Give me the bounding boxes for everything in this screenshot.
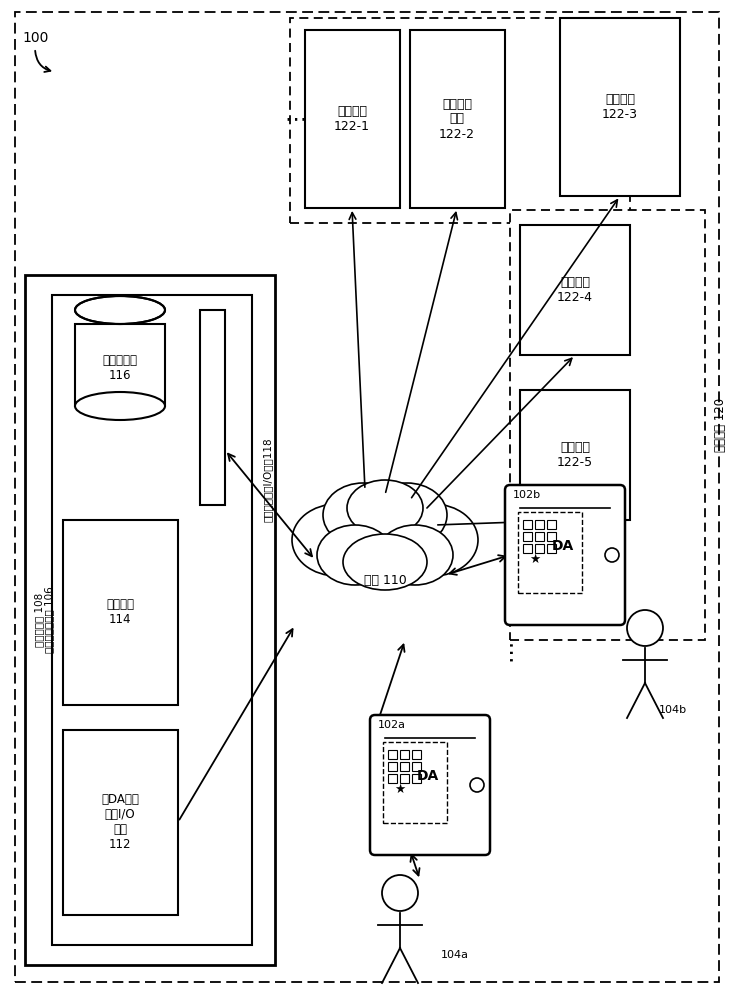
Ellipse shape bbox=[75, 296, 165, 324]
Text: 消息发送
服务
122-2: 消息发送 服务 122-2 bbox=[439, 98, 475, 140]
FancyBboxPatch shape bbox=[370, 715, 490, 855]
Bar bbox=[518, 512, 582, 593]
Text: 102a: 102a bbox=[378, 720, 406, 730]
Text: DA: DA bbox=[551, 539, 574, 553]
Circle shape bbox=[470, 778, 484, 792]
Text: 服务器系统 108: 服务器系统 108 bbox=[34, 593, 44, 647]
Text: ⋯: ⋯ bbox=[500, 639, 520, 661]
Ellipse shape bbox=[323, 483, 403, 547]
Bar bbox=[523, 520, 532, 529]
Bar bbox=[63, 520, 178, 705]
Bar bbox=[520, 225, 630, 355]
Text: 至外部服务的I/O接口118: 至外部服务的I/O接口118 bbox=[263, 438, 273, 522]
Bar bbox=[412, 762, 421, 771]
Circle shape bbox=[627, 610, 663, 646]
Bar bbox=[383, 742, 447, 823]
Bar bbox=[547, 544, 556, 553]
Bar bbox=[388, 762, 397, 771]
Bar bbox=[547, 520, 556, 529]
Text: 100: 100 bbox=[22, 31, 48, 45]
Circle shape bbox=[605, 548, 619, 562]
Bar bbox=[535, 520, 544, 529]
Bar bbox=[523, 532, 532, 541]
Bar bbox=[305, 30, 400, 208]
Bar bbox=[63, 730, 178, 915]
Bar bbox=[535, 544, 544, 553]
Bar bbox=[412, 774, 421, 783]
Text: 日历服务
122-4: 日历服务 122-4 bbox=[557, 276, 593, 304]
Text: ★: ★ bbox=[395, 782, 406, 796]
Ellipse shape bbox=[330, 488, 440, 572]
Text: 电话服务
122-5: 电话服务 122-5 bbox=[557, 441, 593, 469]
Bar bbox=[412, 750, 421, 759]
Bar bbox=[52, 295, 252, 945]
Bar bbox=[400, 774, 409, 783]
Bar bbox=[520, 390, 630, 520]
Text: 102b: 102b bbox=[513, 490, 541, 500]
Text: 至DA客户
端的I/O
接口
112: 至DA客户 端的I/O 接口 112 bbox=[101, 793, 139, 851]
Bar bbox=[535, 532, 544, 541]
Bar bbox=[75, 324, 165, 406]
Text: 处理模块
114: 处理模块 114 bbox=[106, 598, 134, 626]
Text: 网络 110: 网络 110 bbox=[364, 574, 406, 586]
Text: 信息服务
122-3: 信息服务 122-3 bbox=[602, 93, 638, 121]
Ellipse shape bbox=[75, 392, 165, 420]
Bar bbox=[388, 774, 397, 783]
Text: 数据和模型
116: 数据和模型 116 bbox=[102, 354, 138, 382]
Text: ★: ★ bbox=[529, 552, 541, 566]
Text: ⋯: ⋯ bbox=[285, 109, 307, 129]
Bar bbox=[510, 210, 705, 640]
Ellipse shape bbox=[377, 525, 453, 585]
Ellipse shape bbox=[367, 483, 447, 547]
Text: 104a: 104a bbox=[441, 950, 469, 960]
Bar bbox=[200, 310, 225, 505]
Ellipse shape bbox=[388, 504, 478, 576]
Text: 外部服务 120: 外部服务 120 bbox=[714, 398, 727, 452]
Ellipse shape bbox=[317, 525, 393, 585]
Ellipse shape bbox=[75, 296, 165, 324]
Bar bbox=[547, 532, 556, 541]
Bar bbox=[290, 18, 630, 223]
Bar bbox=[400, 762, 409, 771]
Bar bbox=[25, 275, 275, 965]
Bar bbox=[523, 544, 532, 553]
Bar bbox=[400, 750, 409, 759]
FancyBboxPatch shape bbox=[505, 485, 625, 625]
Bar bbox=[560, 18, 680, 196]
Ellipse shape bbox=[292, 504, 382, 576]
Ellipse shape bbox=[347, 480, 423, 536]
Bar bbox=[388, 750, 397, 759]
Text: 数字助理服务器 106: 数字助理服务器 106 bbox=[44, 587, 54, 653]
Bar bbox=[410, 30, 505, 208]
Text: 104b: 104b bbox=[659, 705, 687, 715]
Text: 导航服务
122-1: 导航服务 122-1 bbox=[334, 105, 370, 133]
Ellipse shape bbox=[343, 534, 427, 590]
Circle shape bbox=[382, 875, 418, 911]
Text: DA: DA bbox=[417, 769, 438, 783]
